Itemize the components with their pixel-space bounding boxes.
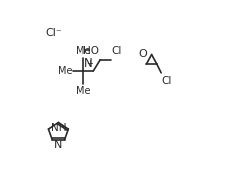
Text: N: N	[83, 57, 92, 70]
Text: HO: HO	[83, 46, 99, 56]
Text: Cl⁻: Cl⁻	[46, 28, 62, 38]
Text: N: N	[54, 140, 62, 150]
Text: Me: Me	[76, 86, 90, 96]
Text: Cl: Cl	[111, 46, 121, 56]
Text: Me: Me	[76, 46, 90, 56]
Text: NH: NH	[50, 123, 66, 133]
Text: Me: Me	[58, 66, 72, 76]
Text: Cl: Cl	[162, 76, 172, 86]
Text: +: +	[86, 59, 93, 68]
Text: O: O	[138, 49, 147, 59]
